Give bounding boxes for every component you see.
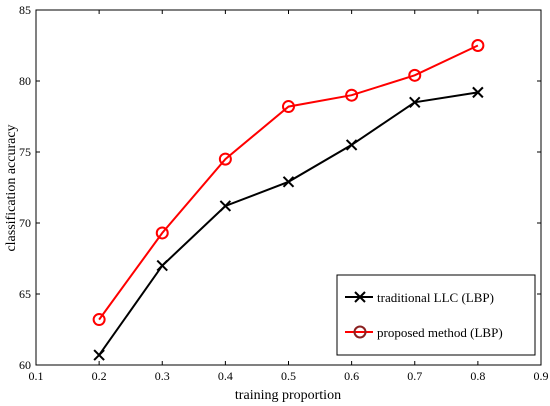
data-point bbox=[219, 200, 232, 212]
y-tick-label: 60 bbox=[19, 358, 31, 372]
y-tick-label: 75 bbox=[19, 145, 31, 159]
legend: traditional LLC (LBP) proposed method (L… bbox=[336, 274, 536, 356]
data-point bbox=[156, 259, 168, 272]
series-line-1 bbox=[98, 44, 479, 321]
x-tick-label: 0.1 bbox=[29, 369, 44, 383]
legend-box bbox=[336, 274, 536, 356]
data-point bbox=[471, 39, 485, 52]
x-tick-label: 0.4 bbox=[218, 369, 233, 383]
data-point bbox=[409, 96, 421, 109]
x-tick-label: 0.8 bbox=[470, 369, 485, 383]
data-point bbox=[472, 86, 484, 99]
legend-label-proposed: proposed method (LBP) bbox=[377, 325, 503, 340]
data-point bbox=[282, 100, 295, 114]
y-tick-label: 65 bbox=[19, 287, 31, 301]
y-tick-label: 85 bbox=[19, 3, 31, 17]
data-point bbox=[345, 88, 359, 102]
data-point bbox=[92, 313, 106, 327]
data-point bbox=[345, 139, 358, 151]
x-tick-label: 0.9 bbox=[534, 369, 549, 383]
x-tick-label: 0.5 bbox=[281, 369, 296, 383]
data-point bbox=[408, 68, 422, 82]
y-tick-label: 80 bbox=[19, 74, 31, 88]
x-tick-label: 0.3 bbox=[155, 369, 170, 383]
y-axis-label: classification accuracy bbox=[4, 124, 19, 251]
y-tick-label: 70 bbox=[19, 216, 31, 230]
series-layer bbox=[92, 39, 485, 361]
data-point bbox=[155, 226, 169, 240]
legend-marker-traditional bbox=[354, 291, 366, 303]
x-axis-label: training proportion bbox=[235, 388, 341, 403]
data-point bbox=[282, 176, 295, 188]
data-point bbox=[218, 152, 232, 166]
legend-marker-proposed bbox=[353, 325, 367, 339]
x-tick-label: 0.7 bbox=[407, 369, 422, 383]
legend-label-traditional: traditional LLC (LBP) bbox=[377, 290, 494, 305]
data-point bbox=[93, 349, 105, 361]
axis-ticks: 0.1 0.2 0.3 0.4 0.5 0.6 0.7 0.8 0.9 60 65 70 75 80 85 bbox=[19, 3, 549, 383]
x-tick-label: 0.2 bbox=[92, 369, 107, 383]
x-tick-label: 0.6 bbox=[344, 369, 359, 383]
